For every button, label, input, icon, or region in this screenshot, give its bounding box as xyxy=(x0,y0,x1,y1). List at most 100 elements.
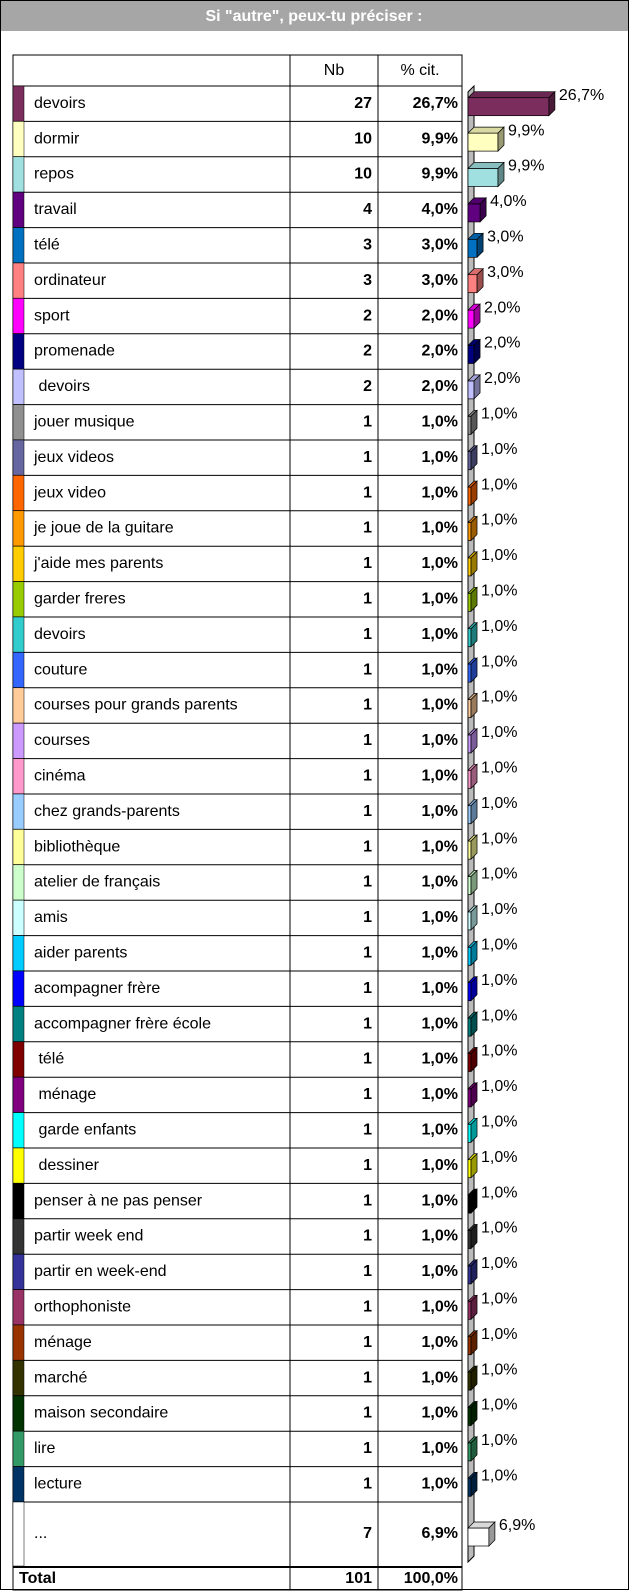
row-pct: 1,0% xyxy=(422,449,458,466)
bar xyxy=(467,592,472,612)
bar-side xyxy=(470,763,478,790)
bar-label: 9,9% xyxy=(508,122,544,139)
row-label: partir week end xyxy=(34,1228,143,1245)
row-pct: 1,0% xyxy=(422,520,458,537)
bar-label: 1,0% xyxy=(481,512,517,529)
row-nb: 1 xyxy=(363,1051,372,1068)
bar-label: 1,0% xyxy=(481,724,517,741)
swatch xyxy=(12,1147,25,1184)
row-pct: 1,0% xyxy=(422,945,458,962)
bar xyxy=(467,1123,472,1143)
row-nb: 1 xyxy=(363,1086,372,1103)
bar-label: 1,0% xyxy=(481,1361,517,1378)
row-nb: 1 xyxy=(363,1369,372,1386)
swatch xyxy=(12,1501,25,1567)
row-pct: 1,0% xyxy=(422,1086,458,1103)
bar-label: 1,0% xyxy=(481,901,517,918)
row-pct: 1,0% xyxy=(422,803,458,820)
row-label: ordinateur xyxy=(34,272,107,289)
bar xyxy=(467,132,499,152)
bar xyxy=(467,1527,490,1547)
bar xyxy=(467,1088,472,1108)
bar-label: 6,9% xyxy=(499,1517,535,1534)
bar-side xyxy=(470,515,478,542)
row-label: garder freres xyxy=(34,591,126,608)
bar xyxy=(467,1017,472,1037)
row-nb: 1 xyxy=(363,768,372,785)
bar-side xyxy=(470,1471,478,1498)
bar-label: 2,0% xyxy=(484,299,520,316)
row-pct: 1,0% xyxy=(422,732,458,749)
row-nb: 10 xyxy=(354,130,372,147)
bar xyxy=(467,1265,472,1285)
bar-side xyxy=(470,551,478,577)
row-nb: 1 xyxy=(363,1015,372,1032)
bar-label: 1,0% xyxy=(481,547,517,564)
swatch xyxy=(12,85,25,122)
row-label: chez grands-parents xyxy=(34,803,180,820)
row-label: devoirs xyxy=(34,95,86,112)
bar xyxy=(467,345,475,364)
bar-label: 1,0% xyxy=(481,760,517,777)
bar xyxy=(467,1407,472,1426)
swatch xyxy=(12,368,25,405)
bar xyxy=(467,274,478,294)
row-pct: 1,0% xyxy=(422,980,458,997)
bar-side xyxy=(470,798,478,825)
bar-side xyxy=(470,1400,478,1427)
row-nb: 4 xyxy=(363,201,372,218)
swatch xyxy=(12,298,25,335)
row-pct: 9,9% xyxy=(422,166,458,183)
title-bar xyxy=(1,1,628,31)
bar-side xyxy=(470,1436,478,1462)
bar-label: 1,0% xyxy=(481,1043,517,1060)
row-nb: 1 xyxy=(363,874,372,891)
row-nb: 2 xyxy=(363,307,372,324)
bar xyxy=(467,1230,472,1249)
swatch xyxy=(12,652,25,689)
swatch xyxy=(12,156,25,193)
swatch xyxy=(12,793,25,830)
swatch xyxy=(12,722,25,759)
bar-side xyxy=(470,444,478,471)
bar xyxy=(467,309,475,329)
swatch xyxy=(12,1112,25,1149)
row-label: ménage xyxy=(34,1334,92,1351)
bar-label: 3,0% xyxy=(487,264,523,281)
bar-side xyxy=(473,303,481,329)
swatch xyxy=(12,758,25,795)
row-pct: 1,0% xyxy=(422,591,458,608)
total-pct: 100,0% xyxy=(404,1570,458,1587)
bar-side xyxy=(476,232,484,259)
row-label: maison secondaire xyxy=(34,1405,168,1422)
bar-side xyxy=(470,1294,478,1321)
bar-side xyxy=(470,621,478,648)
bar-label: 1,0% xyxy=(481,1078,517,1095)
row-pct: 1,0% xyxy=(422,1334,458,1351)
bar-side xyxy=(470,1365,478,1391)
row-pct: 1,0% xyxy=(422,838,458,855)
bar-label: 4,0% xyxy=(490,193,526,210)
row-nb: 27 xyxy=(354,95,372,112)
bar xyxy=(467,380,475,400)
row-nb: 1 xyxy=(363,1122,372,1139)
swatch xyxy=(12,616,25,653)
row-pct: 1,0% xyxy=(422,1263,458,1280)
swatch xyxy=(12,475,25,512)
bar-label: 1,0% xyxy=(481,476,517,493)
row-nb: 1 xyxy=(363,661,372,678)
row-nb: 1 xyxy=(363,1476,372,1493)
bar-side xyxy=(488,1521,496,1547)
bar-label: 1,0% xyxy=(481,1255,517,1272)
row-label: j'aide mes parents xyxy=(33,555,163,572)
row-pct: 1,0% xyxy=(422,1476,458,1493)
bar xyxy=(467,1194,472,1214)
swatch xyxy=(12,121,25,158)
row-nb: 7 xyxy=(363,1525,372,1542)
bar-label: 1,0% xyxy=(481,406,517,423)
swatch xyxy=(12,191,25,228)
swatch xyxy=(12,545,25,582)
row-nb: 1 xyxy=(363,1228,372,1245)
